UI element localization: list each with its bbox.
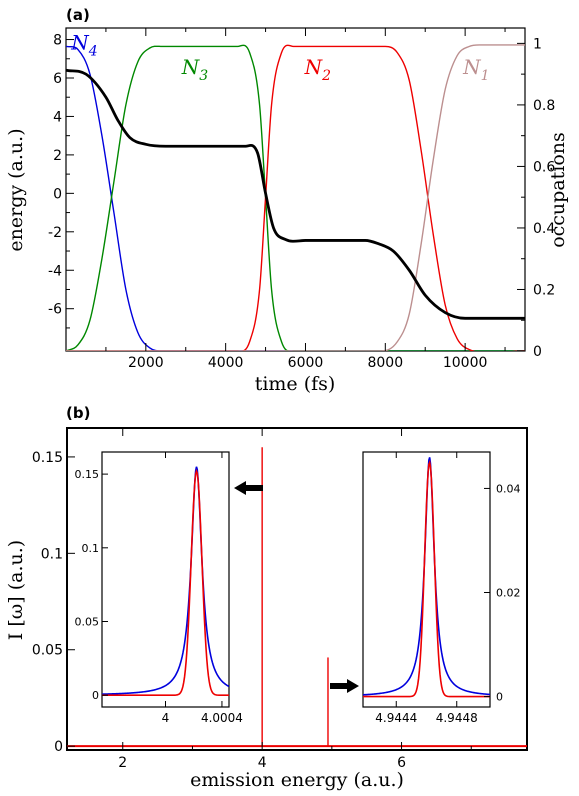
panel-b-chart: 2 4 6 0 0.05 0.1 0.15 emission energy (a.u.) I… (5, 427, 528, 791)
panel-a-chart: 2000 4000 6000 8000 10000 8 6 4 2 0 -2 -4 -6 1 0.8 0.6 0… (5, 27, 569, 395)
panel-a-ytick-label: 2 (53, 148, 62, 164)
panel-a-curves (66, 44, 525, 351)
inset-ytick-label: 0.15 (75, 468, 100, 481)
panel-b-ytick-label: 0.05 (32, 643, 63, 659)
inset-xtick-label: 4.0004 (201, 711, 243, 725)
panel-a-annotations: N4 N3 N2 N1 (70, 31, 489, 85)
series-N1-line (66, 44, 525, 351)
panel-b-xlabel: emission energy (a.u.) (190, 769, 404, 791)
series-N4-line (66, 45, 525, 351)
panel-a-ticks: 2000 4000 6000 8000 10000 8 6 4 2 0 -2 -4 -6 1 0.8 0.6 0… (48, 28, 555, 371)
panel-a-xtick-label: 8000 (367, 355, 403, 371)
panel-b-ytick-label: 0.15 (32, 450, 63, 466)
annotation-n3: N3 (181, 55, 209, 84)
inset-xtick-label: 4.9444 (375, 711, 417, 725)
panel-a-ytick-label: -2 (48, 225, 62, 241)
panel-b-ticks: 2 4 6 0 0.05 0.1 0.15 (32, 428, 472, 771)
panel-b-curves (67, 447, 527, 748)
inset-left-plot (102, 466, 229, 697)
panel-b-ytick-label: 0 (54, 739, 63, 755)
panel-b-ytick-label: 0.1 (41, 546, 63, 562)
panel-a-xtick-label: 2000 (128, 355, 164, 371)
panel-b-insets: 4 4.0004 0 0.05 0.1 0.15 4.9444 4.9448 0 0.02 0.04 (75, 451, 521, 725)
inset-ytick-label: 0.1 (82, 542, 100, 555)
panel-a-xtick-label: 4000 (208, 355, 244, 371)
panel-a-plot-area (66, 44, 525, 351)
panel-b-ylabel: I [ω] (a.u.) (5, 540, 27, 640)
panel-a-y2tick-label: 1 (533, 36, 542, 52)
panel-a-xtick-label: 10000 (443, 355, 488, 371)
panel-a-ytick-label: 8 (53, 33, 62, 49)
panel-a-ytick-label: 4 (53, 109, 62, 125)
inset-left-blue-curve (102, 466, 229, 695)
panel-b-arrows (234, 481, 359, 693)
panel-a-xtick-label: 6000 (288, 355, 324, 371)
annotation-n2: N2 (304, 55, 332, 84)
panel-a-frame (65, 27, 526, 352)
panel-a-y2tick-label: 0.2 (533, 282, 555, 298)
series-N3-line (66, 44, 525, 351)
panel-a-ylabel: energy (a.u.) (5, 128, 27, 251)
panel-a-y2tick-label: 0.4 (533, 221, 555, 237)
arrow-left (234, 481, 263, 495)
panel-a-xlabel: time (fs) (255, 373, 336, 395)
series-N2-line (66, 44, 525, 351)
panel-a-y2tick-label: 0 (533, 344, 542, 360)
panel-a-y2tick-label: 0.6 (533, 159, 555, 175)
inset-right-red-curve (363, 459, 490, 698)
panel-a-label: (a) (66, 6, 90, 24)
series-energy-line (66, 68, 525, 320)
panel-a-y2tick-label: 0.8 (533, 98, 555, 114)
inset-ytick-label: 0 (92, 689, 99, 702)
inset-ytick-label: 0.04 (496, 482, 521, 495)
panel-b-xtick-label: 4 (258, 755, 267, 771)
panel-a-ytick-label: -4 (48, 263, 62, 279)
annotation-n4: N4 (70, 31, 97, 60)
panel-b-xtick-label: 6 (397, 755, 406, 771)
inset-right: 4.9444 4.9448 0 0.02 0.04 (362, 451, 521, 725)
panel-a-y2label: occupations (547, 132, 569, 248)
annotation-n1: N1 (462, 55, 489, 84)
inset-ytick-label: 0.05 (75, 616, 100, 629)
inset-left-frame (101, 451, 230, 708)
panel-a-ytick-label: 0 (53, 186, 62, 202)
panel-b-label: (b) (66, 404, 90, 422)
inset-xtick-label: 4.9448 (436, 711, 478, 725)
arrow-right (330, 679, 359, 693)
inset-ytick-label: 0.02 (496, 587, 521, 600)
inset-left: 4 4.0004 0 0.05 0.1 0.15 (75, 451, 243, 725)
panel-a-ytick-label: 6 (53, 71, 62, 87)
panel-b-frame (66, 427, 528, 751)
inset-xtick-label: 4 (162, 711, 170, 725)
inset-left-red-curve (102, 468, 229, 697)
panel-b-xtick-label: 2 (118, 755, 127, 771)
panel-a-ytick-label: -6 (48, 302, 62, 318)
inset-ytick-label: 0 (496, 691, 503, 704)
inset-right-plot (363, 457, 490, 698)
